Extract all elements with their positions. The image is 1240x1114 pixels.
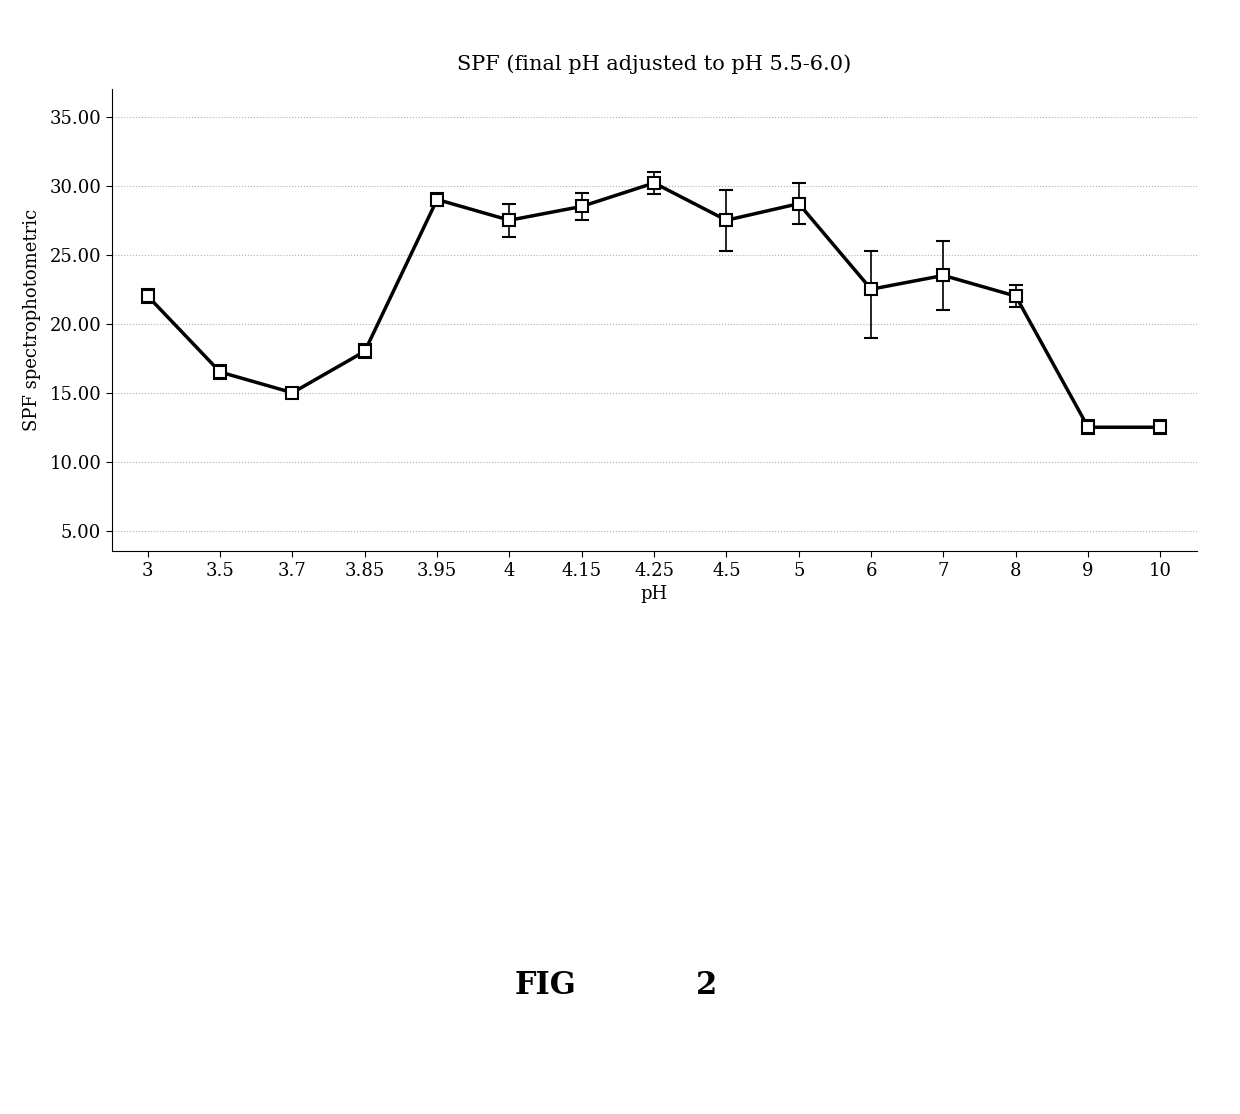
Text: 2: 2 — [696, 970, 718, 1001]
Title: SPF (final pH adjusted to pH 5.5-6.0): SPF (final pH adjusted to pH 5.5-6.0) — [458, 53, 851, 74]
Y-axis label: SPF spectrophotometric: SPF spectrophotometric — [24, 209, 41, 431]
Text: FIG: FIG — [515, 970, 577, 1001]
X-axis label: pH: pH — [641, 585, 667, 604]
